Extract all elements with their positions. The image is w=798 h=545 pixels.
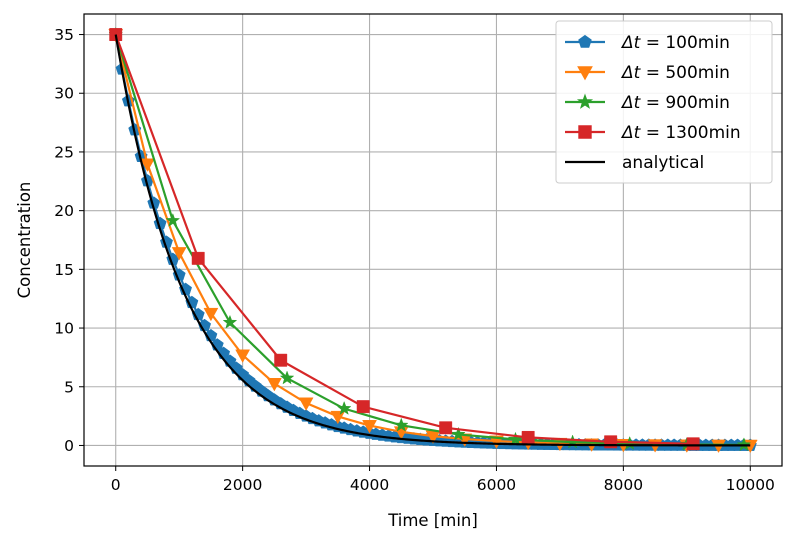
series-500min-point — [298, 397, 314, 411]
y-axis-label: Concentration — [15, 182, 34, 299]
y-tick-label: 15 — [54, 261, 74, 279]
legend-label-prefix: Δt = — [620, 63, 665, 83]
series-900min-point — [222, 314, 238, 329]
x-tick-label: 6000 — [477, 476, 516, 494]
legend-label-value: 1300min — [665, 123, 740, 143]
series-1300min-point — [521, 430, 535, 444]
y-tick-label: 5 — [64, 378, 74, 396]
y-tick-label: 35 — [54, 26, 74, 44]
series-900min-point — [165, 212, 181, 227]
series-1300min-point — [109, 28, 123, 41]
x-tick-label: 2000 — [223, 476, 262, 494]
series-1300min-point — [191, 251, 205, 265]
legend-label-value: 500min — [665, 63, 730, 83]
series-1300min-point — [686, 437, 700, 451]
legend-label-900min: Δt = 900min — [620, 93, 730, 113]
x-tick-label: 0 — [111, 476, 121, 494]
legend-label-analytical: analytical — [622, 153, 704, 173]
axes-frame — [83, 13, 783, 467]
analytical-line — [114, 34, 751, 447]
series-900min-point — [393, 417, 409, 432]
legend-marker-1300min — [578, 125, 592, 139]
y-tick-label: 0 — [64, 437, 74, 455]
legend-label-prefix: Δt = — [620, 33, 665, 53]
legend-marker-900min — [576, 93, 594, 109]
legend-label-100min: Δt = 100min — [620, 33, 730, 53]
legend-box — [555, 20, 773, 184]
series-900min-line — [114, 34, 744, 447]
plot-area — [108, 26, 758, 454]
series-500min-point — [266, 378, 282, 392]
series-500min-point — [235, 349, 251, 363]
series-1300min-line — [114, 34, 694, 445]
ticks: 0 2000 4000 6000 8000 10000 0 5 10 15 20 25 30 35 — [54, 26, 775, 494]
y-tick-label: 20 — [54, 202, 74, 220]
legend-label-value: 900min — [665, 93, 730, 113]
x-tick-label: 4000 — [350, 476, 389, 494]
x-axis-label: Time [min] — [387, 511, 478, 530]
legend-label-prefix: Δt = — [620, 93, 665, 113]
legend-label-500min: Δt = 500min — [620, 63, 730, 83]
series-500min-point — [330, 410, 346, 425]
series-900min-point — [336, 400, 352, 415]
series-900min-point — [279, 370, 295, 385]
legend-marker-100min — [578, 34, 592, 48]
y-tick-label: 10 — [54, 320, 74, 338]
x-tick-label: 8000 — [604, 476, 643, 494]
series-1300min-point — [356, 400, 370, 414]
legend-label-1300min: Δt = 1300min — [620, 123, 741, 143]
y-tick-label: 25 — [54, 143, 74, 161]
series-900min-point — [451, 426, 466, 441]
series-1300min-point — [439, 421, 453, 435]
x-tick-label: 10000 — [726, 476, 775, 494]
series-1300min-point — [274, 353, 288, 367]
series-500min-point — [171, 247, 187, 261]
legend-label-value: 100min — [665, 33, 730, 53]
y-tick-label: 30 — [54, 85, 74, 103]
legend-marker-500min — [577, 66, 593, 81]
series-500min-point — [362, 420, 377, 434]
series-900min-point — [736, 437, 752, 452]
legend-label-prefix: Δt = — [620, 123, 665, 143]
series-500min-point — [140, 158, 155, 172]
series-500min-point — [203, 307, 219, 322]
